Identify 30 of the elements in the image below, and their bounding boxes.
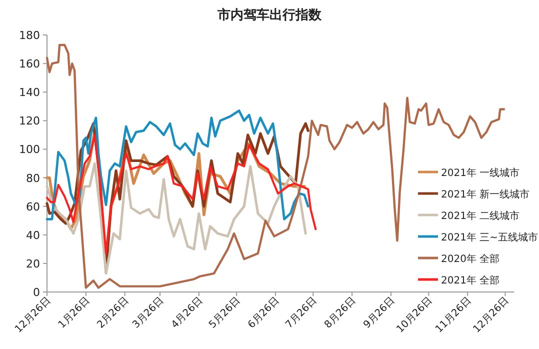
x-tick-label: 1月26日 xyxy=(56,295,92,331)
legend-label: 2021年 二线城市 xyxy=(441,210,520,222)
y-tick-label: 20 xyxy=(26,257,40,270)
x-tick-label: 7月26日 xyxy=(284,295,320,331)
y-tick-label: 100 xyxy=(19,143,40,156)
legend-label: 2021年 新一线城市 xyxy=(441,188,530,200)
line-series xyxy=(46,109,310,220)
legend-label: 2020年 全部 xyxy=(441,253,500,265)
line-series xyxy=(46,162,307,275)
x-tick-label: 12月26日 xyxy=(471,295,512,336)
legend-label: 2021年 三~五线城市 xyxy=(441,232,538,244)
y-tick-label: 120 xyxy=(19,114,40,128)
chart-title: 市内驾车出行指数 xyxy=(216,7,322,23)
x-tick-label: 10月26日 xyxy=(394,295,435,336)
x-tick-label: 6月26日 xyxy=(246,295,282,331)
y-tick-label: 40 xyxy=(26,228,40,242)
y-tick-label: 140 xyxy=(19,86,40,100)
y-tick-label: 80 xyxy=(26,172,40,185)
x-tick-label: 5月26日 xyxy=(207,295,243,331)
legend-label: 2021年 一线城市 xyxy=(441,167,520,179)
x-tick-label: 11月26日 xyxy=(434,295,474,336)
legend-label: 2021年 全部 xyxy=(441,274,500,286)
x-tick-label: 2月26日 xyxy=(96,295,131,331)
x-tick-label: 3月26日 xyxy=(130,295,166,331)
y-tick-label: 60 xyxy=(26,200,40,214)
x-tick-label: 9月26日 xyxy=(362,295,398,331)
y-tick-label: 180 xyxy=(19,29,40,42)
x-tick-label: 8月26日 xyxy=(322,295,358,331)
y-tick-label: 160 xyxy=(19,58,40,71)
x-tick-label: 4月26日 xyxy=(170,295,206,331)
